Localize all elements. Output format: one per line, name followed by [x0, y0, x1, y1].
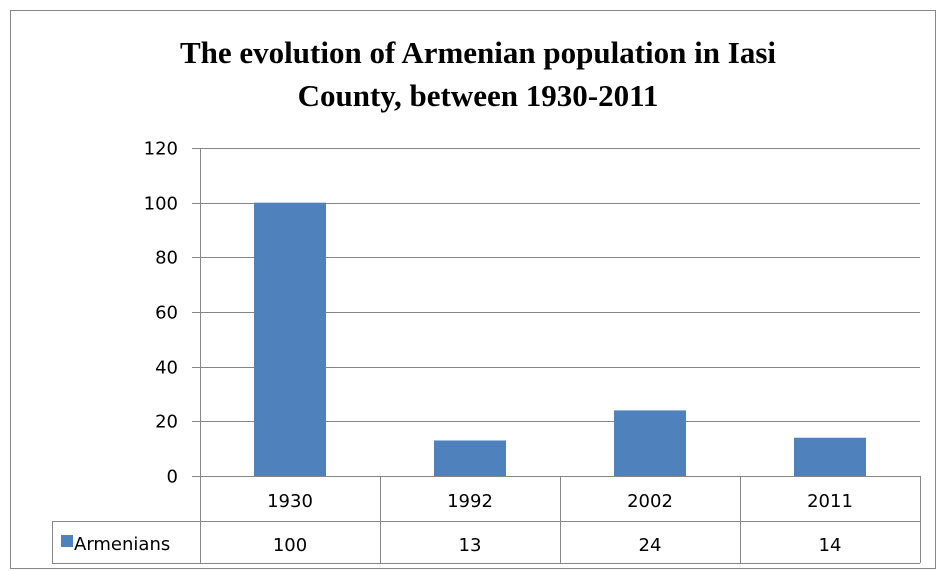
y-tick-label: 120: [144, 139, 178, 160]
bar-2011: [794, 437, 866, 476]
y-axis-tick-labels: 0 20 40 60 80 100 120: [144, 139, 178, 488]
data-table: 1930 100 1992 13 2002 24 2011 14 Armenians: [52, 476, 921, 564]
y-tick-label: 0: [167, 467, 178, 488]
legend-swatch: [61, 535, 73, 547]
bar-1992: [434, 440, 506, 476]
data-label: 14: [819, 535, 842, 556]
y-tick-label: 60: [155, 303, 178, 324]
chart-title-line-2: County, between 1930-2011: [298, 78, 659, 113]
x-category-label: 2011: [807, 491, 853, 512]
x-category-label: 1930: [267, 491, 313, 512]
x-category-label: 1992: [447, 491, 493, 512]
data-label: 100: [273, 535, 307, 556]
data-label: 24: [639, 535, 662, 556]
bars: [254, 202, 866, 476]
x-category-label: 2002: [627, 491, 673, 512]
y-tick-label: 80: [155, 248, 178, 269]
y-tick-label: 100: [144, 194, 178, 215]
y-tick-label: 20: [155, 412, 178, 433]
chart-title-line-1: The evolution of Armenian population in …: [180, 35, 776, 70]
bar-2002: [614, 410, 686, 476]
bar-1930: [254, 202, 326, 476]
legend-label: Armenians: [74, 534, 170, 555]
data-label: 13: [459, 535, 482, 556]
y-tick-label: 40: [155, 358, 178, 379]
